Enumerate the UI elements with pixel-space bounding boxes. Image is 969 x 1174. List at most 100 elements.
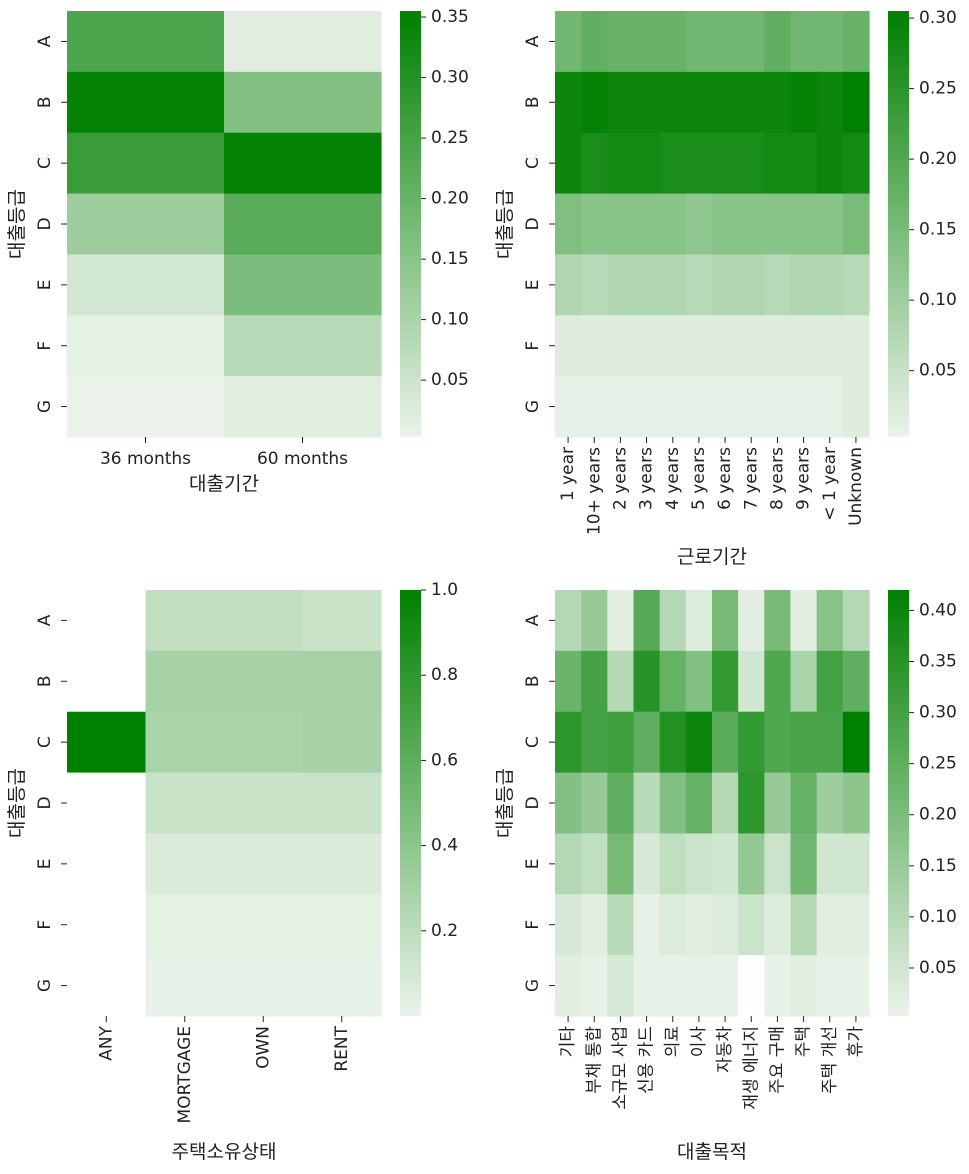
x-tick-label: 휴가	[846, 1026, 866, 1058]
heatmap-cell	[581, 376, 608, 438]
colorbar-tick-label: 0.35	[919, 652, 957, 672]
y-tick-label: D	[523, 217, 543, 230]
heatmap-cell	[764, 315, 792, 377]
heatmap-panel-2: A B C D E F G 대출등급 1 year 10+ years 2 years 3 years…	[494, 8, 957, 568]
y-tick-label: E	[523, 858, 543, 869]
heatmap-cell	[712, 193, 739, 256]
heatmap-cell	[607, 254, 635, 316]
heatmap-cell	[659, 833, 687, 895]
heatmap-cell	[738, 193, 765, 256]
heatmap-cell	[555, 955, 582, 1017]
heatmap-cell	[738, 772, 765, 835]
heatmap-cell	[712, 254, 739, 316]
heatmap-cell	[738, 711, 765, 774]
heatmap-cell	[67, 315, 225, 377]
heatmap-cell	[764, 833, 792, 895]
heatmap-cell	[224, 650, 304, 713]
heatmap-cell	[607, 193, 635, 256]
heatmap-cell	[633, 315, 661, 377]
heatmap-cell	[764, 71, 792, 134]
heatmap-cell	[224, 132, 382, 195]
colorbar	[400, 590, 421, 1016]
heatmap-cell	[790, 254, 818, 316]
y-tick-label: E	[35, 279, 55, 290]
heatmap-cell	[842, 193, 870, 256]
heatmap-cell	[764, 11, 792, 73]
heatmap-cell	[145, 772, 225, 835]
heatmap-cell	[581, 11, 608, 73]
heatmap-cell	[712, 955, 739, 1017]
heatmap-cell	[555, 711, 582, 774]
heatmap-cell	[555, 11, 582, 73]
heatmap-cell	[659, 193, 687, 256]
heatmap-cell	[302, 711, 382, 774]
heatmap-cell	[816, 711, 844, 774]
heatmap-cell	[790, 315, 818, 377]
y-tick-label: C	[523, 157, 543, 169]
heatmap-cell	[145, 711, 225, 774]
x-tick-label: 8 years	[767, 447, 787, 510]
heatmap-cell	[685, 71, 713, 134]
heatmap-cell	[555, 193, 582, 256]
x-tick-label: 9 years	[794, 447, 814, 510]
heatmap-cell	[224, 711, 304, 774]
heatmap-cell	[659, 132, 687, 195]
heatmap-cell	[659, 894, 687, 956]
heatmap-cell	[790, 590, 818, 652]
x-tick-label: RENT	[332, 1025, 352, 1071]
heatmap-cell	[633, 833, 661, 895]
heatmap-cell	[790, 772, 818, 835]
colorbar-tick-label: 0.2	[431, 921, 458, 941]
y-tick-label: B	[35, 96, 55, 108]
heatmap-cell	[659, 711, 687, 774]
x-axis-label: 대출목적	[677, 1141, 747, 1163]
heatmap-cell	[633, 11, 661, 73]
x-tick-label: 주택 개선	[820, 1026, 840, 1094]
y-tick-label: B	[523, 675, 543, 687]
colorbar-tick-label: 0.4	[431, 836, 458, 856]
heatmap-cell	[738, 315, 765, 377]
y-tick-label: C	[523, 736, 543, 748]
colorbar-tick-label: 0.30	[919, 8, 957, 28]
heatmap-cell	[816, 894, 844, 956]
heatmap-cell	[633, 772, 661, 835]
heatmap-cell	[633, 132, 661, 195]
heatmap-cell	[224, 833, 304, 895]
colorbar-tick-label: 0.25	[919, 754, 957, 774]
heatmap-cell	[842, 11, 870, 73]
heatmap-cell	[790, 193, 818, 256]
heatmap-cell	[581, 132, 608, 195]
x-tick-label: 60 months	[257, 449, 348, 469]
heatmap-cell	[738, 590, 765, 652]
heatmap-cell	[659, 376, 687, 438]
heatmap-cell	[738, 833, 765, 895]
x-tick-label: 7 years	[741, 447, 761, 510]
x-axis-label: 대출기간	[189, 473, 259, 495]
heatmap-cell	[67, 132, 225, 195]
heatmap-cell	[302, 772, 382, 835]
heatmap-cell	[607, 590, 635, 652]
heatmap-cell	[712, 650, 739, 713]
x-tick-label: ANY	[96, 1025, 116, 1060]
heatmap-cell	[581, 71, 608, 134]
heatmap-cell	[633, 71, 661, 134]
heatmap-cell	[659, 254, 687, 316]
heatmap-cell	[555, 650, 582, 713]
heatmap-cell	[145, 955, 225, 1017]
heatmap-cell	[816, 315, 844, 377]
heatmap-cell	[607, 955, 635, 1017]
colorbar-tick-label: 0.05	[919, 361, 957, 381]
heatmap-cell	[685, 315, 713, 377]
heatmap-cell	[790, 132, 818, 195]
colorbar-tick-label: 0.35	[431, 7, 469, 27]
heatmap-cell	[555, 590, 582, 652]
heatmap-panel-3: A B C D E F G 대출등급 ANY MORTGAGE OWN RENT 주택소유상태 0.2 0.…	[6, 580, 458, 1163]
heatmap-cell	[633, 711, 661, 774]
heatmap-cell	[816, 254, 844, 316]
heatmap-cell	[816, 71, 844, 134]
heatmap-cell	[581, 650, 608, 713]
heatmap-cell	[224, 955, 304, 1017]
colorbar-tick-label: 0.25	[431, 128, 469, 148]
heatmap-cell	[790, 955, 818, 1017]
